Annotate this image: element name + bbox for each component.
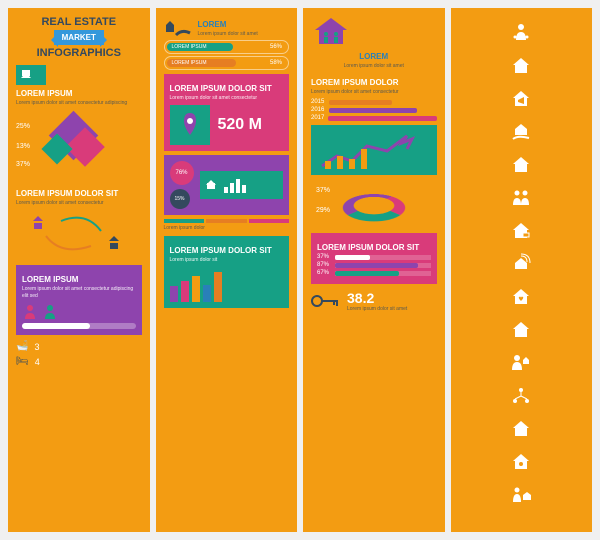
p3-sec2-heading: LOREM IPSUM DOLOR (311, 78, 437, 87)
p2-sec1-heading: LOREM (198, 20, 258, 29)
p2-sec1-text: Lorem ipsum dolor sit amet (198, 31, 258, 38)
circle-pct-1: 76% (170, 161, 194, 185)
person-icon (42, 303, 58, 319)
pin-heading: LOREM IPSUM DOLOR SIT (170, 84, 284, 93)
house-hand-icon (510, 121, 532, 143)
diamond-pct-1: 25% (16, 123, 30, 130)
bath-count: 3 (34, 342, 39, 352)
title-ribbon: MARKET (54, 30, 104, 45)
diamond-chart: 25% 13% 37% (16, 113, 142, 183)
house-plain-icon (510, 154, 532, 176)
p3-sec3-heading: LOREM IPSUM DOLOR SIT (317, 243, 431, 252)
person-house-icon (510, 484, 532, 506)
arrow-block (311, 125, 437, 175)
pin-value: 520 M (218, 116, 262, 134)
pink-map-block: LOREM IPSUM DOLOR SIT Lorem ipsum dolor … (164, 74, 290, 152)
sec1-heading: LOREM IPSUM (16, 89, 142, 98)
key-stat: 38.2 Lorem ipsum dolor sit amet (311, 290, 437, 313)
key-value: 38.2 (347, 290, 407, 306)
panel-3: LOREM Lorem ipsum dolor sit amet LOREM I… (303, 8, 445, 532)
p3-sec1-text: Lorem ipsum dolor sit amet (311, 63, 437, 70)
title-line1: REAL ESTATE (16, 16, 142, 28)
p3-sec1-heading: LOREM (311, 52, 437, 61)
ring-chart: 37% 29% (311, 179, 437, 229)
title-block: REAL ESTATE MARKET INFOGRAPHICS (16, 16, 142, 59)
purple-block: LOREM IPSUM Lorem ipsum dolor sit amet c… (16, 265, 142, 335)
mini-chart-icon (16, 65, 46, 85)
pill-bar-2: LOREM IPSUM58% (164, 56, 290, 70)
key-icon (311, 294, 339, 308)
circle-pct-2: 15% (170, 189, 190, 209)
house-heart-icon (510, 286, 532, 308)
agent2-icon (510, 352, 532, 374)
panel-4-icons (451, 8, 593, 532)
year-bars: 2015 2016 2017 (311, 99, 437, 121)
purple-circles-block: 76% 15% (164, 155, 290, 215)
diamond-pct-2: 13% (16, 143, 30, 150)
house-signal-icon (510, 253, 532, 275)
megaphone-house-icon (510, 88, 532, 110)
house-cycle (16, 206, 142, 261)
sec3-text: Lorem ipsum dolor sit amet consectetur a… (22, 286, 136, 299)
sec1-text: Lorem ipsum dolor sit amet consectetur a… (16, 100, 142, 107)
network-icon (510, 385, 532, 407)
people-icon (510, 187, 532, 209)
chart-text: Lorem ipsum dolor (164, 225, 290, 232)
house-tag-icon (510, 220, 532, 242)
bed-count: 4 (35, 357, 40, 367)
family-house-icon (311, 16, 351, 48)
green-bars-block: LOREM IPSUM DOLOR SIT Lorem ipsum dolor … (164, 236, 290, 309)
pink-hbars-block: LOREM IPSUM DOLOR SIT 37% 87% 67% (311, 233, 437, 284)
house-key-icon (510, 55, 532, 77)
vertical-bars (170, 267, 284, 302)
house-plain2-icon (510, 418, 532, 440)
title-line2: INFOGRAPHICS (16, 47, 142, 59)
p2-sec3-text: Lorem ipsum dolor sit (170, 257, 284, 264)
pill-bar-1: LOREM IPSUM56% (164, 40, 290, 54)
agent-icon (510, 22, 532, 44)
sec3-heading: LOREM IPSUM (22, 275, 136, 284)
footer-icons: 🛁3 🛏4 (16, 341, 142, 367)
panel-2: LOREM Lorem ipsum dolor sit amet LOREM I… (156, 8, 298, 532)
person-icon (22, 303, 38, 319)
p3-sec2-text: Lorem ipsum dolor sit amet consectetur (311, 89, 437, 96)
house-gear-icon (510, 451, 532, 473)
p2-sec3-heading: LOREM IPSUM DOLOR SIT (170, 246, 284, 255)
diamond-pct-3: 37% (16, 161, 30, 168)
panel-1: REAL ESTATE MARKET INFOGRAPHICS LOREM IP… (8, 8, 150, 532)
house-tag2-icon (510, 319, 532, 341)
sec2-heading: LOREM IPSUM DOLOR SIT (16, 189, 142, 198)
hand-house-icon (164, 17, 192, 37)
pin-text: Lorem ipsum dolor sit amet consectetur (170, 95, 284, 102)
